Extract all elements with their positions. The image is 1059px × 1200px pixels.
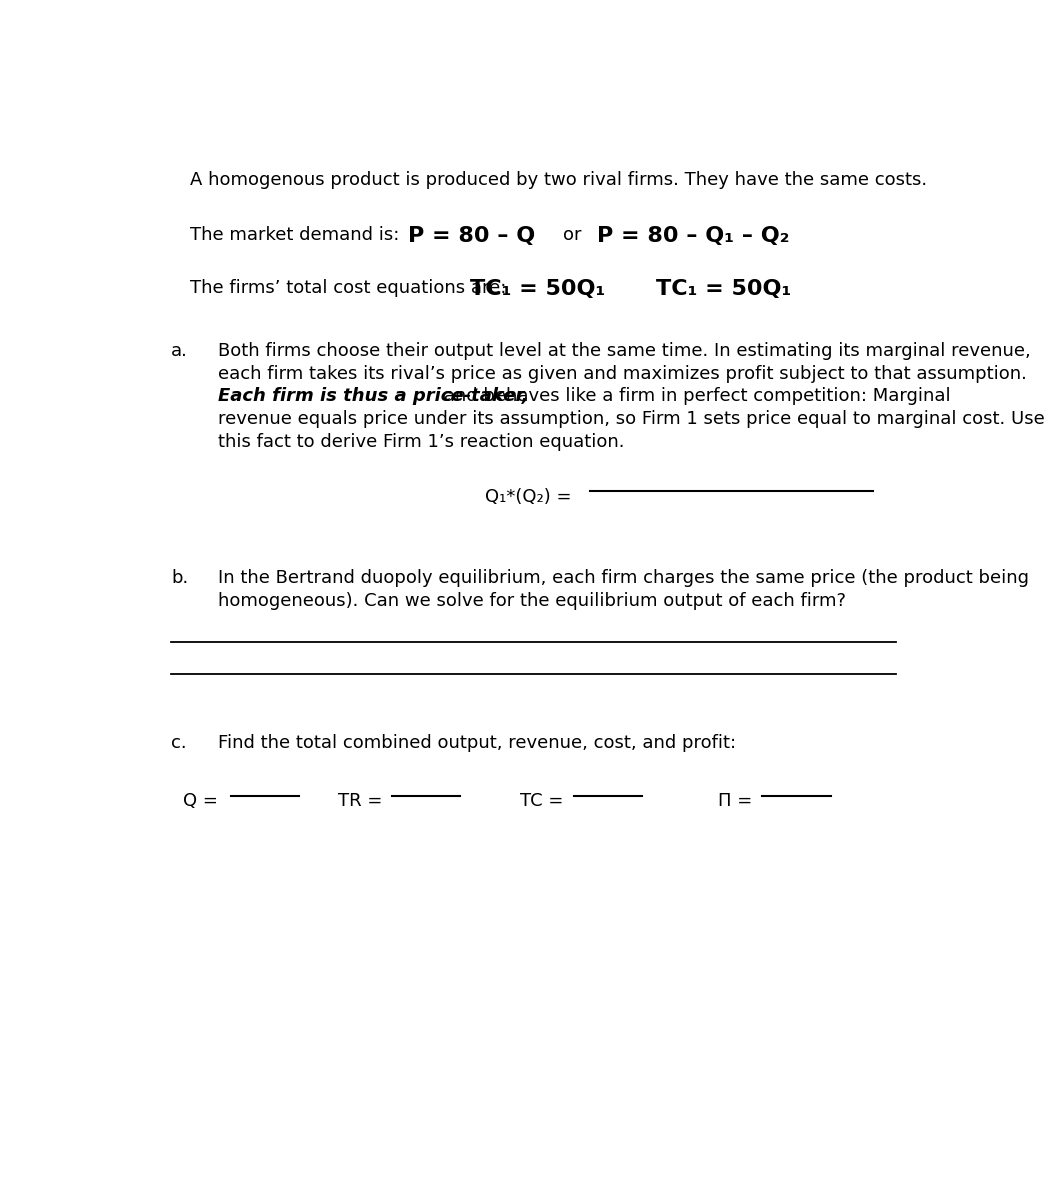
Text: The market demand is:: The market demand is: (191, 227, 400, 245)
Text: The firms’ total cost equations are:: The firms’ total cost equations are: (191, 278, 507, 296)
Text: Q₁*(Q₂) =: Q₁*(Q₂) = (485, 488, 572, 506)
Text: TC₁ = 50Q₁: TC₁ = 50Q₁ (656, 278, 791, 299)
Text: P = 80 – Q₁ – Q₂: P = 80 – Q₁ – Q₂ (597, 227, 790, 246)
Text: A homogenous product is produced by two rival firms. They have the same costs.: A homogenous product is produced by two … (191, 170, 928, 188)
Text: Π =: Π = (718, 792, 752, 810)
Text: P = 80 – Q: P = 80 – Q (408, 227, 535, 246)
Text: each firm takes its rival’s price as given and maximizes profit subject to that : each firm takes its rival’s price as giv… (218, 365, 1026, 383)
Text: revenue equals price under its assumption, so Firm 1 sets price equal to margina: revenue equals price under its assumptio… (218, 410, 1044, 428)
Text: TR =: TR = (338, 792, 382, 810)
Text: Both firms choose their output level at the same time. In estimating its margina: Both firms choose their output level at … (218, 342, 1030, 360)
Text: Each firm is thus a price-taker,: Each firm is thus a price-taker, (218, 388, 528, 406)
Text: Q =: Q = (183, 792, 218, 810)
Text: and behaves like a firm in perfect competition: Marginal: and behaves like a firm in perfect compe… (438, 388, 951, 406)
Text: homogeneous). Can we solve for the equilibrium output of each firm?: homogeneous). Can we solve for the equil… (218, 592, 846, 610)
Text: TC =: TC = (520, 792, 563, 810)
Text: a.: a. (172, 342, 189, 360)
Text: or: or (562, 227, 581, 245)
Text: In the Bertrand duopoly equilibrium, each firm charges the same price (the produ: In the Bertrand duopoly equilibrium, eac… (218, 569, 1028, 587)
Text: Find the total combined output, revenue, cost, and profit:: Find the total combined output, revenue,… (218, 734, 736, 752)
Text: c.: c. (172, 734, 186, 752)
Text: TC₁ = 50Q₁: TC₁ = 50Q₁ (469, 278, 605, 299)
Text: b.: b. (172, 569, 189, 587)
Text: this fact to derive Firm 1’s reaction equation.: this fact to derive Firm 1’s reaction eq… (218, 433, 624, 451)
